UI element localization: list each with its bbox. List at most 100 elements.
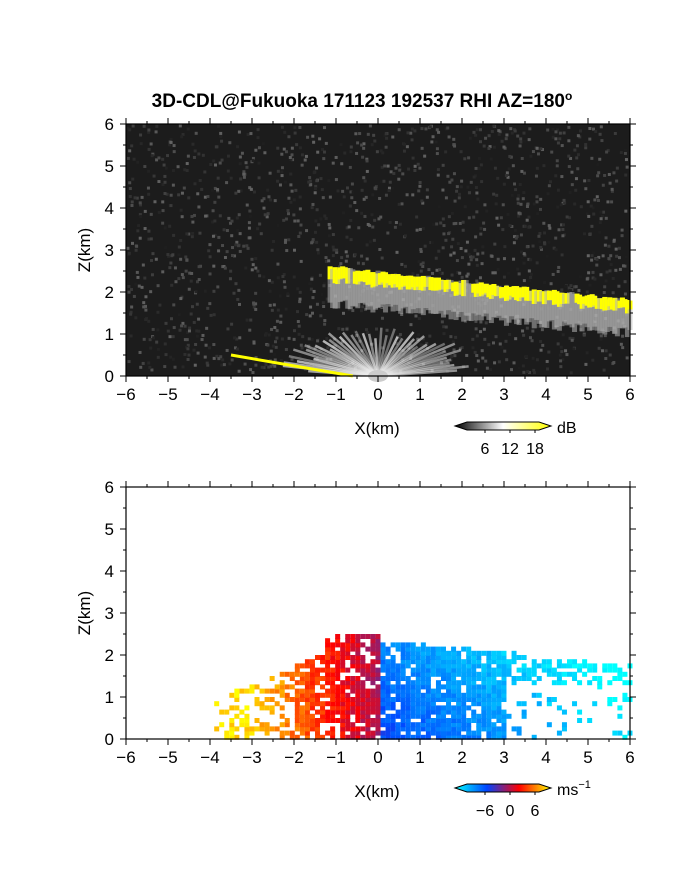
noise-speckle <box>197 317 201 321</box>
velocity-cell <box>501 730 507 736</box>
noise-speckle <box>144 318 148 322</box>
velocity-cell <box>315 680 320 686</box>
noise-speckle <box>343 151 347 155</box>
noise-speckle <box>485 209 489 213</box>
noise-speckle <box>589 204 593 208</box>
velocity-cell <box>587 667 593 673</box>
cloud-gray-cell <box>536 290 542 324</box>
cloud-gray-cell <box>453 281 459 321</box>
velocity-cell <box>446 680 452 686</box>
velocity-cell <box>425 718 431 723</box>
noise-speckle <box>289 172 293 176</box>
noise-speckle <box>558 131 562 135</box>
noise-speckle <box>428 334 432 338</box>
cloud-strong-echo <box>609 299 615 310</box>
noise-speckle <box>212 343 216 347</box>
noise-speckle <box>229 221 233 225</box>
noise-speckle <box>505 358 509 362</box>
cloud-gray-cell <box>340 266 346 302</box>
noise-speckle <box>262 366 266 370</box>
velocity-cell <box>365 701 371 707</box>
velocity-cell <box>486 676 492 681</box>
noise-speckle <box>156 310 160 314</box>
noise-speckle <box>190 215 194 219</box>
velocity-cell <box>370 667 376 673</box>
noise-speckle <box>309 183 313 187</box>
velocity-cell <box>269 709 275 715</box>
velocity-cell <box>345 734 351 740</box>
cloud-strong-echo <box>536 290 542 302</box>
velocity-cell <box>471 671 477 677</box>
noise-speckle <box>561 333 565 337</box>
noise-speckle <box>534 174 538 178</box>
noise-speckle <box>450 178 454 182</box>
velocity-cell <box>229 726 235 732</box>
noise-speckle <box>273 326 277 330</box>
velocity-cell <box>471 713 477 719</box>
noise-speckle <box>319 177 323 181</box>
cloud-gray-cell <box>516 287 522 326</box>
cloud-strong-echo <box>451 282 457 292</box>
noise-speckle <box>214 145 218 149</box>
velocity-cell <box>466 650 472 656</box>
noise-speckle <box>399 369 403 373</box>
noise-speckle <box>138 201 142 205</box>
velocity-cell <box>284 697 290 702</box>
noise-speckle <box>442 349 446 353</box>
noise-speckle <box>311 134 315 138</box>
cloud-strong-echo <box>556 293 562 307</box>
velocity-cell <box>330 642 336 648</box>
noise-speckle <box>220 158 224 162</box>
noise-speckle <box>598 230 602 234</box>
cloud-gray-cell <box>483 283 489 314</box>
noise-speckle <box>197 205 201 209</box>
velocity-cell <box>501 684 507 690</box>
noise-speckle <box>250 257 254 261</box>
noise-speckle <box>174 280 178 284</box>
noise-speckle <box>179 257 183 261</box>
velocity-cell <box>430 692 436 698</box>
noise-speckle <box>435 268 439 272</box>
noise-speckle <box>197 329 201 333</box>
velocity-cell <box>325 655 331 660</box>
velocity-cell <box>481 697 487 702</box>
noise-speckle <box>218 214 222 218</box>
noise-speckle <box>316 251 320 255</box>
noise-speckle <box>565 353 569 357</box>
top-y-tick-label: 5 <box>105 157 114 176</box>
velocity-cell <box>229 705 235 711</box>
velocity-cell <box>415 705 421 711</box>
velocity-cell <box>425 701 431 707</box>
cloud-gray-cell <box>577 294 583 326</box>
noise-speckle <box>163 192 167 196</box>
noise-speckle <box>270 280 274 284</box>
noise-speckle <box>365 157 369 161</box>
velocity-cell <box>330 680 336 686</box>
velocity-cell <box>330 726 336 732</box>
velocity-cell <box>269 705 275 711</box>
bottom-velocity-field <box>214 634 633 740</box>
noise-speckle <box>228 141 232 145</box>
noise-speckle <box>482 144 486 148</box>
velocity-cell <box>385 663 391 669</box>
velocity-cell <box>380 646 386 652</box>
noise-speckle <box>238 249 242 253</box>
noise-speckle <box>419 343 423 347</box>
noise-speckle <box>177 245 181 249</box>
velocity-cell <box>561 671 567 677</box>
velocity-cell <box>294 680 300 686</box>
cloud-strong-echo <box>378 273 383 285</box>
noise-speckle <box>341 189 345 193</box>
noise-speckle <box>177 253 181 257</box>
noise-speckle <box>273 199 277 203</box>
velocity-cell <box>420 680 426 686</box>
velocity-cell <box>501 650 507 656</box>
velocity-cell <box>304 713 310 719</box>
velocity-cell <box>355 642 361 648</box>
velocity-cell <box>622 692 628 698</box>
velocity-cell <box>370 697 376 702</box>
noise-speckle <box>163 365 167 369</box>
velocity-cell <box>441 734 446 740</box>
velocity-cell <box>491 671 497 677</box>
velocity-cell <box>597 684 603 690</box>
